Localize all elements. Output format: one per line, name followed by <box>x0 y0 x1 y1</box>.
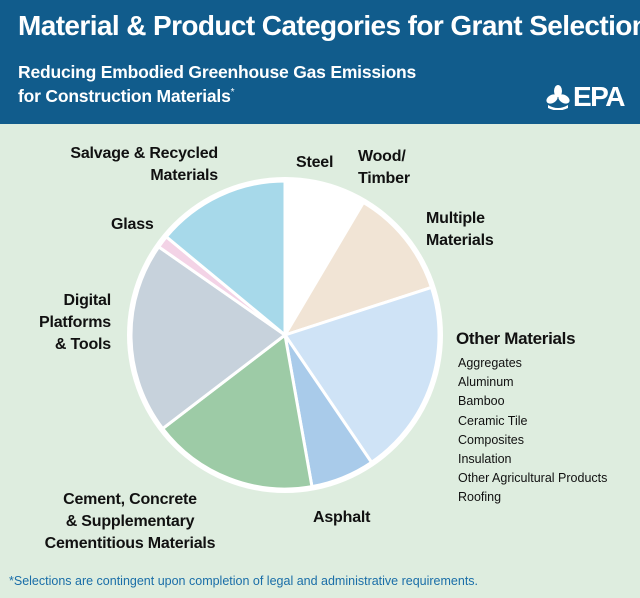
label-digital-platforms: Digital Platforms & Tools <box>39 290 111 356</box>
epa-logo: EPA <box>545 81 626 112</box>
pie-slice-other-materials <box>283 285 441 464</box>
other-materials-item: Aggregates <box>458 356 522 370</box>
label-multiple-line-1: Multiple <box>426 210 485 227</box>
label-salvage-line-2: Materials <box>150 167 218 184</box>
label-cement-concrete: Cement, Concrete & Supplementary Cementi… <box>40 489 220 555</box>
label-salvage-line-1: Salvage & Recycled <box>70 145 218 162</box>
footnote: *Selections are contingent upon completi… <box>9 574 479 588</box>
label-digital-line-1: Digital <box>63 292 112 309</box>
other-materials-item: Aluminum <box>458 375 514 390</box>
pie-slice-salvage-recycled-materials <box>164 179 287 337</box>
pie-slice-cement-concrete-supplementary-cementitious-materials <box>161 333 314 491</box>
pie-chart <box>127 177 443 493</box>
label-asphalt: Asphalt <box>313 509 371 526</box>
other-materials-item: Insulation <box>458 452 512 467</box>
pie-slice-digital-platforms-tools <box>129 245 287 431</box>
other-materials-item: Roofing <box>458 490 502 505</box>
subtitle-line-2: for Construction Materials* <box>18 86 234 107</box>
page-title: Material & Product Categories for Grant … <box>18 10 640 41</box>
label-salvage-recycled: Salvage & Recycled Materials <box>70 143 218 187</box>
epa-logo-text: EPA <box>573 81 626 112</box>
epa-flower-icon <box>546 85 570 110</box>
header-banner: Material & Product Categories for Grant … <box>0 0 640 124</box>
label-wood-line-2: Timber <box>358 170 410 187</box>
pie-slice-multiple-materials <box>283 200 433 337</box>
subtitle-line-2-text: for Construction Materials <box>18 86 231 106</box>
subtitle-line-1: Reducing Embodied Greenhouse Gas Emissio… <box>18 62 417 82</box>
label-digital-line-3: & Tools <box>54 336 111 353</box>
label-digital-line-2: Platforms <box>39 314 111 331</box>
label-wood-timber: Wood/ Timber <box>358 146 410 190</box>
other-materials-item: Bamboo <box>458 394 505 409</box>
other-materials-title: Other Materials <box>456 329 576 348</box>
label-cement-line-1: Cement, Concrete <box>63 491 197 508</box>
label-multiple-materials: Multiple Materials <box>426 208 494 252</box>
label-steel: Steel <box>296 154 334 171</box>
subtitle-asterisk: * <box>230 87 235 99</box>
other-materials-item: Composites <box>458 432 524 447</box>
pie-slices <box>129 179 441 491</box>
label-cement-line-3: Cementitious Materials <box>44 535 216 552</box>
other-materials-item: Ceramic Tile <box>458 413 528 428</box>
label-cement-line-2: & Supplementary <box>65 513 195 530</box>
label-multiple-line-2: Materials <box>426 232 494 249</box>
other-materials-list: Aggregates Aluminum Bamboo Ceramic Tile Comp… <box>458 354 607 508</box>
label-wood-line-1: Wood/ <box>358 148 406 165</box>
label-glass: Glass <box>111 216 154 233</box>
other-materials-item: Other Agricultural Products <box>458 471 608 486</box>
